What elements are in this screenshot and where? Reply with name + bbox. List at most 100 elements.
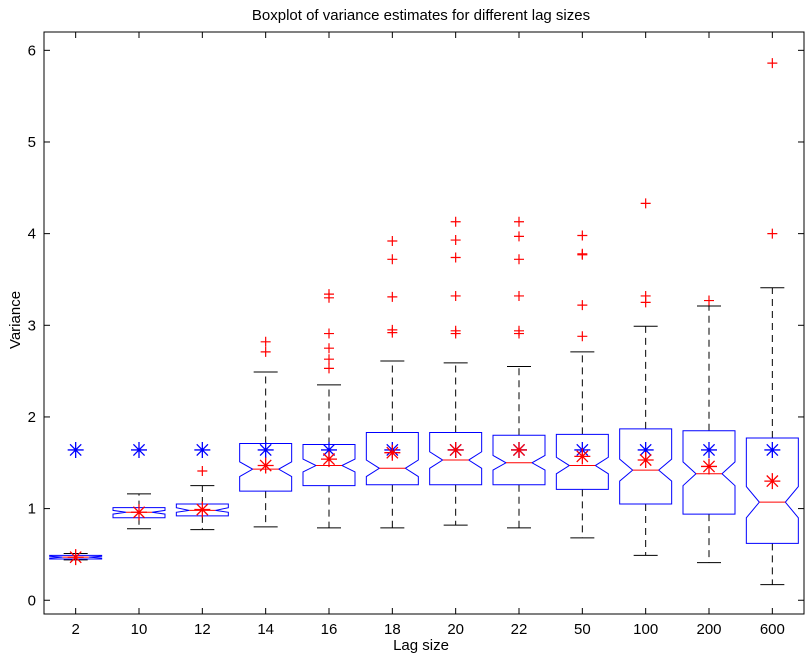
- outlier-marker: [324, 343, 334, 354]
- outlier-marker: [640, 290, 651, 301]
- mean-marker: [257, 457, 274, 474]
- plot-area: [43, 31, 805, 615]
- outlier-marker: [514, 290, 524, 301]
- mean-marker: [321, 451, 337, 468]
- x-tick-label: 12: [194, 621, 211, 638]
- mean-marker: [511, 441, 527, 458]
- y-tick-label: 5: [28, 134, 36, 151]
- outlier-marker: [197, 466, 208, 477]
- box-body: [175, 503, 229, 517]
- x-tick-label: 18: [384, 621, 401, 638]
- outlier-marker: [324, 328, 334, 339]
- box-body: [365, 432, 419, 486]
- true-value-marker: [637, 441, 654, 458]
- mean-marker: [447, 441, 464, 458]
- outlier-marker: [387, 324, 398, 335]
- y-tick-label: 2: [28, 409, 36, 426]
- outlier-marker: [450, 216, 461, 227]
- x-tick-label: 200: [696, 621, 721, 638]
- outlier-marker: [387, 291, 398, 302]
- box-group: [492, 216, 546, 529]
- outlier-marker: [450, 325, 461, 336]
- x-tick-label: 22: [511, 621, 528, 638]
- true-value-marker: [257, 441, 274, 458]
- box-group: [429, 216, 483, 526]
- outlier-marker: [324, 363, 334, 374]
- boxes-layer: [49, 58, 799, 586]
- mean-marker: [67, 549, 84, 566]
- outlier-marker: [577, 331, 588, 342]
- box-body: [619, 428, 673, 505]
- box-group: [365, 235, 419, 529]
- outlier-marker: [767, 228, 778, 239]
- box-body: [492, 434, 546, 486]
- box-body: [112, 507, 166, 519]
- x-tick-label: 50: [574, 621, 591, 638]
- outlier-marker: [577, 230, 588, 241]
- chart-title: Boxplot of variance estimates for differ…: [252, 7, 590, 24]
- outlier-marker: [767, 58, 778, 69]
- x-axis-title: Lag size: [393, 637, 449, 654]
- box-group: [302, 289, 356, 529]
- mean-marker: [764, 473, 781, 490]
- x-tick-label: 100: [633, 621, 658, 638]
- outlier-marker: [640, 198, 651, 209]
- outlier-marker: [387, 235, 398, 246]
- outlier-marker: [450, 252, 461, 263]
- outlier-marker: [577, 300, 588, 311]
- true-value-marker: [701, 441, 717, 458]
- outlier-marker: [577, 248, 588, 259]
- y-axis-title: Variance: [7, 291, 24, 349]
- true-value-marker: [131, 441, 147, 458]
- mean-marker: [131, 504, 147, 521]
- true-value-marker: [764, 441, 781, 458]
- box-body: [555, 433, 609, 490]
- mean-marker: [701, 458, 717, 475]
- outlier-marker: [514, 216, 524, 227]
- box-group: [239, 336, 293, 528]
- x-tick-label: 14: [257, 621, 274, 638]
- y-tick-label: 3: [28, 317, 36, 334]
- x-tick-label: 10: [131, 621, 148, 638]
- box-group: [49, 441, 103, 566]
- y-tick-label: 4: [28, 226, 36, 243]
- outlier-marker: [450, 290, 461, 301]
- box-group: [682, 295, 736, 564]
- mean-marker: [574, 448, 591, 465]
- y-tick-label: 1: [28, 501, 36, 518]
- box-body: [745, 437, 799, 544]
- box-body: [239, 443, 293, 492]
- x-tick-label: 600: [760, 621, 785, 638]
- true-value-marker: [67, 441, 84, 458]
- outlier-marker: [704, 295, 714, 306]
- true-value-marker: [194, 441, 211, 458]
- outlier-marker: [514, 254, 524, 265]
- box-group: [745, 58, 799, 586]
- outlier-marker: [514, 325, 524, 336]
- outlier-marker: [387, 254, 398, 265]
- outlier-marker: [260, 346, 271, 357]
- box-group: [175, 441, 229, 531]
- box-group: [112, 441, 166, 530]
- box-body: [302, 443, 356, 487]
- outlier-marker: [450, 235, 461, 246]
- y-tick-label: 0: [28, 592, 36, 609]
- x-tick-label: 2: [71, 621, 79, 638]
- box-group: [555, 230, 609, 539]
- outlier-marker: [514, 231, 524, 242]
- outlier-marker: [260, 336, 271, 347]
- box-body: [682, 430, 736, 515]
- box-body: [49, 554, 103, 560]
- mean-marker: [637, 452, 654, 469]
- x-tick-label: 20: [447, 621, 464, 638]
- box-body: [429, 432, 483, 486]
- mean-marker: [194, 501, 211, 518]
- y-tick-label: 6: [28, 42, 36, 59]
- outlier-marker: [324, 289, 334, 300]
- mean-marker: [384, 444, 401, 461]
- outlier-marker: [324, 354, 334, 365]
- box-group: [619, 198, 673, 556]
- x-tick-label: 16: [321, 621, 338, 638]
